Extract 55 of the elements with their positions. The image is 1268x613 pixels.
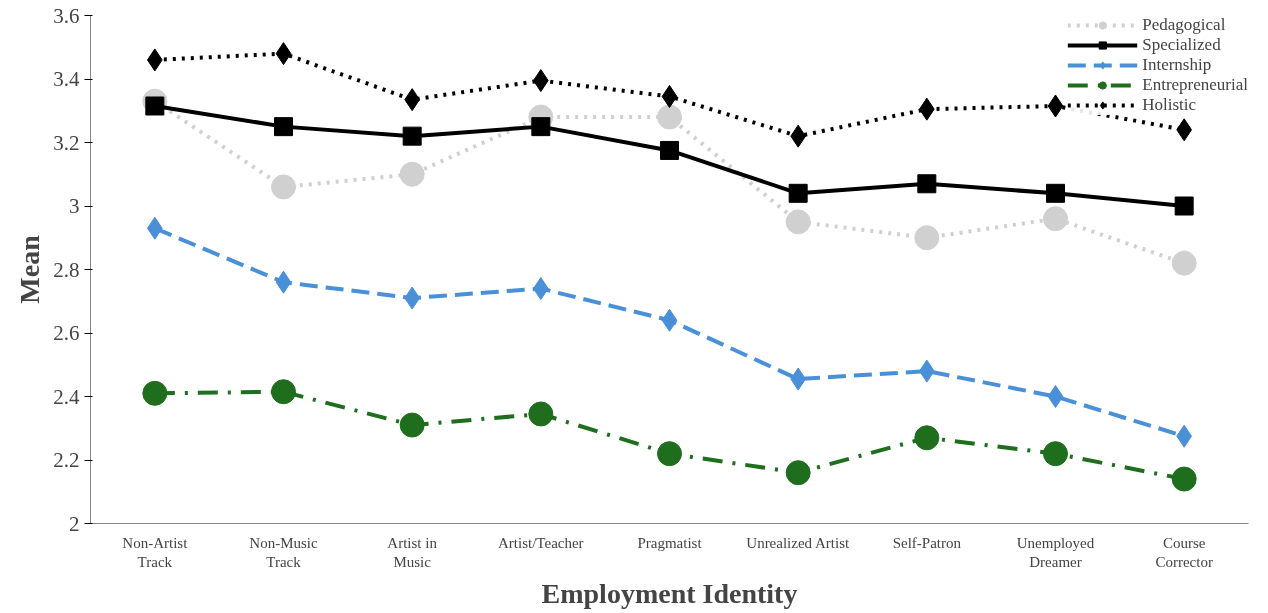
point xyxy=(274,117,293,137)
point xyxy=(1043,206,1068,232)
point xyxy=(275,42,292,66)
point xyxy=(1043,441,1068,467)
point xyxy=(1047,94,1064,118)
point xyxy=(142,380,168,406)
point xyxy=(1174,196,1194,216)
point xyxy=(914,225,940,251)
legend-label: Entrepreneurial xyxy=(1142,75,1248,95)
y-tick-label: 3 xyxy=(69,194,80,218)
y-tick-label: 2.2 xyxy=(53,448,80,472)
x-tick-label: Non-Music Track xyxy=(249,534,319,570)
y-tick-label: 2.6 xyxy=(53,321,80,345)
point xyxy=(1046,183,1065,203)
point xyxy=(275,270,292,294)
point xyxy=(531,117,551,137)
point xyxy=(271,174,296,200)
point xyxy=(1047,385,1064,408)
y-tick-label: 3.2 xyxy=(53,130,80,155)
point xyxy=(785,460,811,486)
point xyxy=(660,140,679,160)
legend-label: Internship xyxy=(1142,55,1212,75)
x-tick-label: Artist/Teacher xyxy=(498,534,584,551)
y-tick-label: 2.8 xyxy=(53,257,80,282)
point xyxy=(399,161,425,187)
point xyxy=(399,412,425,438)
point xyxy=(657,104,682,130)
legend-label: Holistic xyxy=(1142,95,1197,115)
y-tick-label: 3.4 xyxy=(53,67,80,91)
x-axis-title: Employment Identity xyxy=(541,577,798,609)
y-tick-label: 2.4 xyxy=(53,384,80,409)
point xyxy=(1171,466,1197,492)
point xyxy=(402,126,422,146)
x-tick-label: Non-Artist Track xyxy=(122,534,189,570)
point xyxy=(528,401,554,427)
point xyxy=(785,209,811,235)
x-tick-label: Pragmatist xyxy=(637,534,703,551)
point xyxy=(917,174,937,194)
x-tick-label: Unrealized Artist xyxy=(746,534,851,551)
point xyxy=(788,183,808,203)
point xyxy=(271,379,296,405)
y-tick-label: 3.6 xyxy=(53,3,80,28)
x-tick-label: Unemployed Dreamer xyxy=(1016,534,1095,570)
y-axis-title: Mean xyxy=(14,234,46,304)
point xyxy=(657,441,682,467)
point xyxy=(1171,250,1197,276)
point xyxy=(661,308,678,332)
legend-label: Pedagogical xyxy=(1142,15,1226,35)
point xyxy=(661,84,678,108)
x-tick-label: Course Corrector xyxy=(1155,534,1213,570)
x-tick-label: Self-Patron xyxy=(892,534,962,551)
x-tick-label: Artist in Music xyxy=(387,534,438,570)
point xyxy=(914,425,940,451)
legend-label: Specialized xyxy=(1142,35,1221,55)
y-tick-label: 2 xyxy=(69,511,80,536)
